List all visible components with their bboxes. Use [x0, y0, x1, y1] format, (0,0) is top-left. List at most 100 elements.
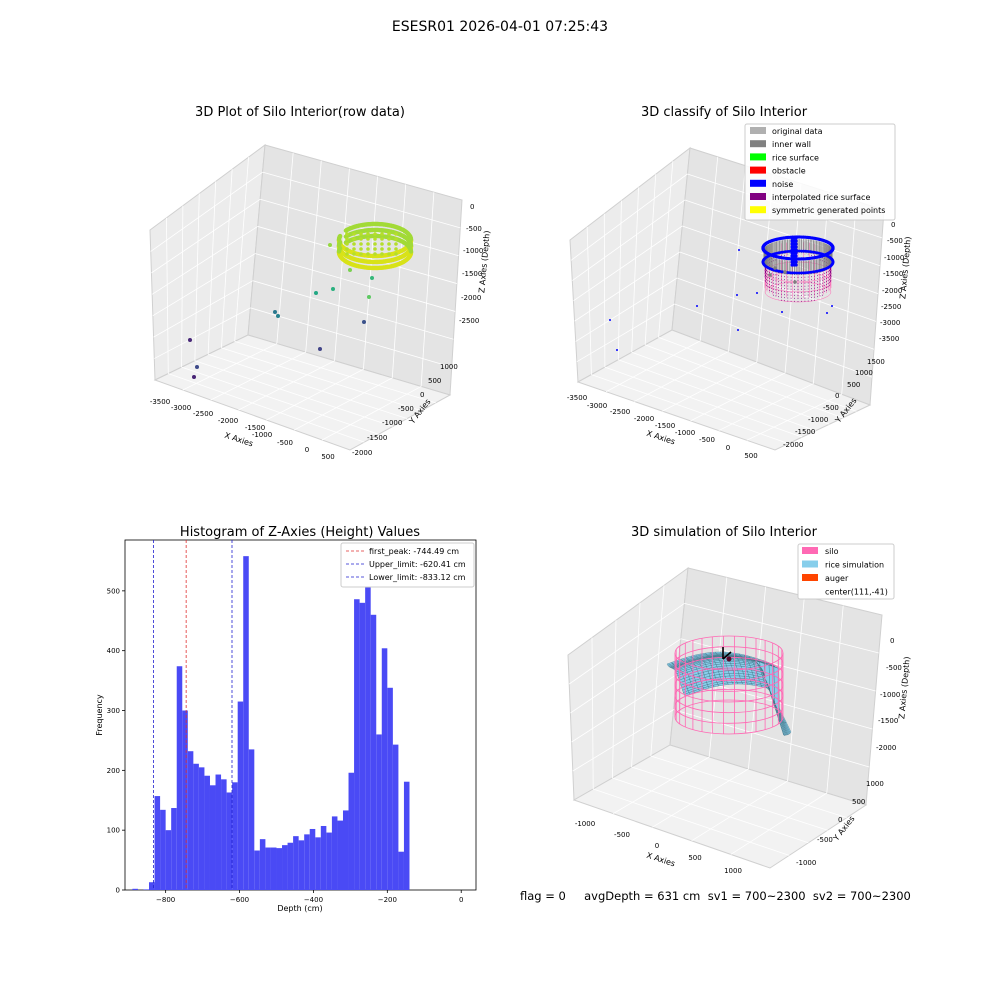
hist-bar: [232, 782, 238, 890]
classify-legend-swatch: [750, 153, 766, 161]
raw-point: [373, 252, 377, 256]
hist-bar: [365, 586, 371, 890]
classify-grid: [570, 156, 883, 444]
grid-line: [662, 361, 758, 412]
grid-line: [677, 277, 875, 350]
hist-bar: [132, 888, 138, 890]
grid-line: [221, 169, 233, 348]
panel-raw-3d: 3D Plot of Silo Interior(row data) -3500…: [149, 105, 492, 461]
classify-noise-point: [616, 349, 618, 351]
classify-z-ticks: 0 -500 -1000 -1500 -2000 -2500 -3000 -35…: [879, 221, 904, 343]
sim-auger-marker: [722, 647, 732, 662]
raw-xtick: 500: [321, 453, 334, 461]
classify-xlabel: X Axies: [645, 429, 676, 447]
sim-grid: [568, 577, 879, 856]
hist-bar: [270, 847, 277, 890]
classify-legend-frame: [744, 123, 896, 221]
hist-bar: [198, 767, 205, 890]
hist-bar: [320, 825, 327, 890]
hist-bar: [209, 785, 216, 890]
raw-point: [345, 252, 349, 256]
raw-x-ticks: -3500 -3000 -2500 -2000 -1500 -1000 -500…: [150, 398, 335, 461]
grid-line: [154, 307, 251, 359]
classify-noise-point: [756, 292, 758, 294]
hist-xlabel: Depth (cm): [277, 904, 322, 913]
hist-bar: [331, 816, 338, 890]
raw-point: [328, 243, 332, 247]
hist-legend-items: first_peak: -744.49 cm Upper_limit: -620.…: [346, 547, 466, 582]
grid-line: [255, 253, 456, 312]
grid-line: [294, 377, 393, 431]
panel-classify-3d: 3D classify of Silo Interior -3500 -3000…: [567, 105, 913, 460]
raw-point: [387, 232, 391, 236]
classify-legend-label: noise: [772, 180, 793, 189]
classify-x-ticks: -3500 -3000 -2500 -2000 -1500 -1000 -500…: [567, 394, 758, 460]
hist-bar: [259, 839, 266, 890]
raw-point: [337, 245, 343, 251]
raw-point: [387, 247, 391, 251]
classify-noise-point: [794, 263, 798, 267]
hist-legend: first_peak: -744.49 cm Upper_limit: -620.…: [340, 542, 475, 588]
status-line: flag = 0 avgDepth = 631 cm sv1 = 700~230…: [520, 889, 911, 903]
hist-bar: [176, 666, 183, 890]
grid-line: [221, 347, 422, 412]
grid-line: [631, 602, 641, 768]
sim-legend-label: rice simulation: [825, 561, 884, 570]
raw-point: [345, 242, 349, 246]
raw-z-ticks: 0 -500 -1000 -1500 -2000 -2500: [459, 203, 483, 325]
classify-pane-floor: [576, 329, 872, 451]
hist-bar: [182, 710, 188, 890]
hist-bar: [193, 763, 199, 890]
sim-legend: silo rice simulation auger center(111,-41): [797, 543, 895, 600]
grid-line: [652, 768, 749, 828]
hist-ytick: 0: [116, 887, 120, 895]
raw-point: [394, 242, 398, 246]
raw-ytick: 0: [420, 391, 424, 399]
raw-point: [345, 232, 349, 236]
raw-ztick: -1000: [463, 247, 483, 255]
hist-title: Histogram of Z-Axies (Height) Values: [180, 525, 420, 540]
grid-line: [574, 251, 680, 322]
raw-ztick: 0: [470, 203, 474, 211]
hist-bar: [243, 556, 249, 890]
raw-xtick: -2500: [193, 410, 213, 418]
sim-silo-wireframe: [674, 635, 784, 735]
raw-point: [373, 232, 377, 236]
hist-legend-frame: [340, 542, 475, 588]
raw-xtick: -1500: [245, 424, 265, 432]
raw-xtick: -2000: [218, 417, 238, 425]
classify-noise-point: [736, 294, 738, 296]
grid-line: [618, 359, 816, 432]
sim-pane-floor: [572, 744, 868, 869]
sim-surface-cell: [785, 721, 792, 734]
raw-ytick: -2000: [352, 449, 372, 457]
hist-bar: [204, 775, 210, 890]
grid-line: [571, 673, 678, 743]
sim-z-ticks: 0 -500 -1000 -1500 -2000: [876, 637, 902, 752]
classify-ytick: -500: [823, 404, 839, 412]
raw-ztick: -2500: [459, 317, 479, 325]
grid-line: [238, 360, 335, 411]
raw-points: [188, 221, 414, 379]
raw-point: [337, 239, 343, 245]
hist-bar: [309, 828, 316, 890]
grid-line: [420, 192, 435, 387]
raw-point: [380, 242, 384, 246]
classify-legend-swatch: [750, 127, 766, 134]
raw-point: [387, 237, 391, 241]
grid-line: [604, 366, 803, 438]
sim-ytick: -500: [817, 836, 833, 844]
classify-original-point: [793, 280, 797, 284]
classify-title: 3D classify of Silo Interior: [641, 105, 808, 120]
grid-line: [644, 174, 657, 345]
classify-legend-label: interpolated rice surface: [772, 193, 870, 202]
grid-line: [166, 217, 169, 374]
grid-line: [573, 225, 683, 302]
classify-ztick: 0: [891, 221, 895, 229]
grid-line: [572, 199, 686, 281]
raw-point: [331, 287, 335, 291]
grid-line: [150, 171, 263, 252]
hist-bar: [354, 599, 360, 890]
sim-xtick: 500: [688, 854, 701, 862]
